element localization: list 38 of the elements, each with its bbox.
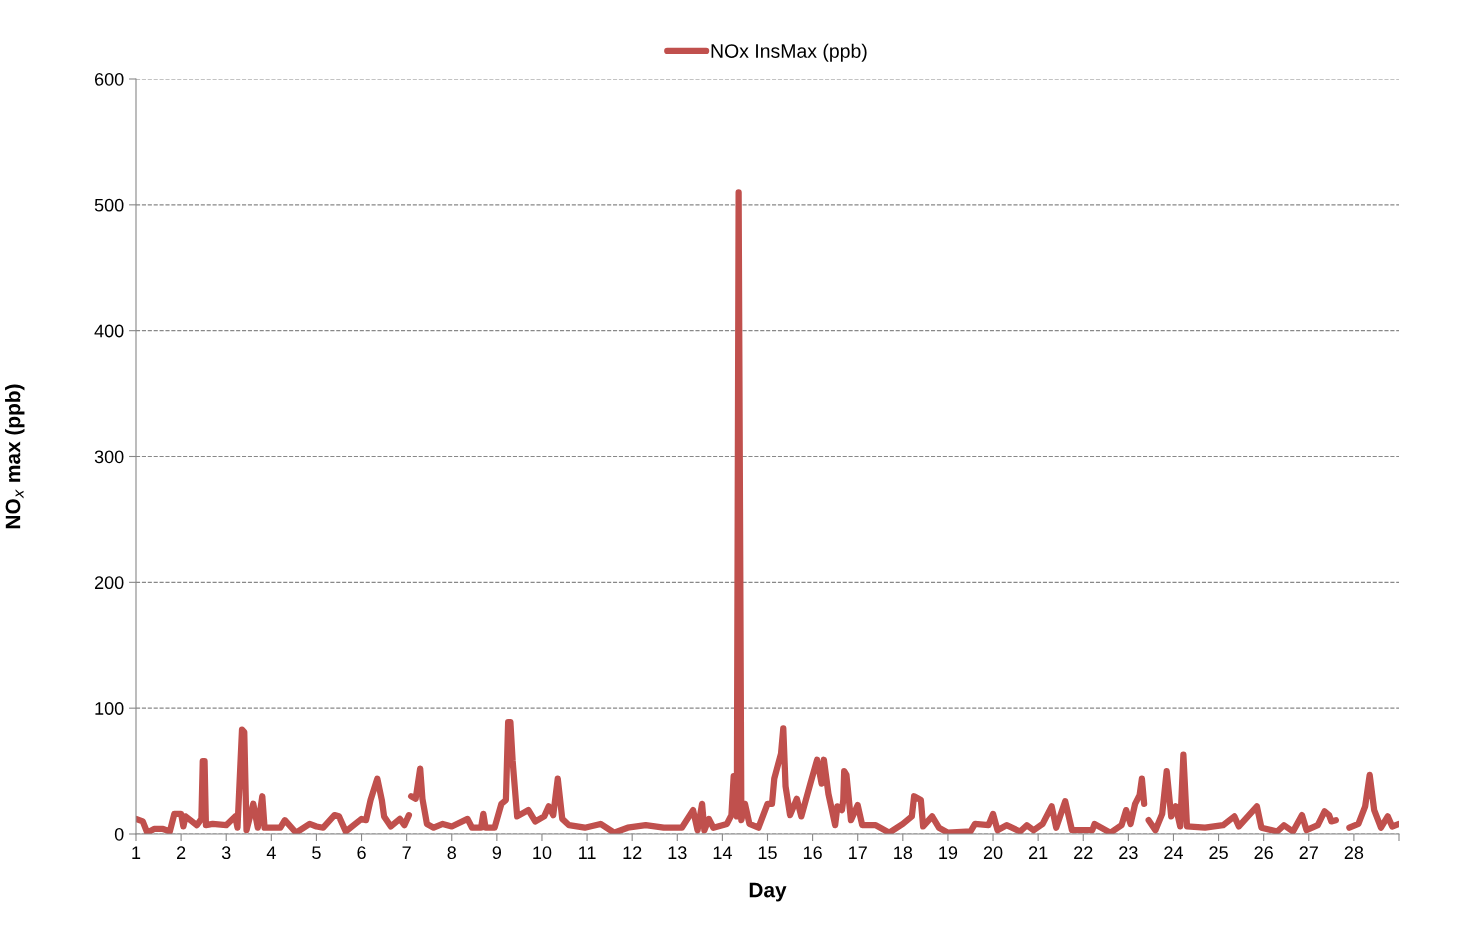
x-tick-label: 9 [492,846,502,860]
x-tick-label: 27 [1299,846,1318,859]
x-tick-label: 19 [939,846,958,860]
y-tick-label: 100 [95,702,124,715]
x-tick-label: 23 [1119,846,1138,860]
x-tick-label: 24 [1164,846,1183,859]
x-tick-label: 25 [1209,846,1228,860]
legend-label: NOx InsMax (ppb) [711,43,867,62]
x-tick-label: 20 [983,846,1003,860]
x-tick-label: 26 [1254,846,1273,860]
x-tick-label: 21 [1029,846,1048,859]
x-tick-label: 4 [266,846,276,859]
x-tick-label: 14 [713,846,732,859]
x-tick-label: 8 [447,846,456,860]
x-tick-label: 1 [132,846,141,859]
x-tick-label: 3 [221,846,231,860]
y-axis-title: NO$_{x}$ max (ppb) [5,384,25,529]
y-tick-label: 600 [94,72,124,86]
x-tick-label: 7 [402,846,411,859]
x-tick-label: 22 [1074,846,1093,859]
x-tick-label: 5 [312,846,321,860]
x-tick-label: 6 [357,846,366,860]
y-tick-label: 0 [114,827,124,841]
x-tick-label: 12 [623,846,642,859]
x-tick-label: 16 [803,846,822,860]
x-tick-label: 28 [1344,846,1364,860]
y-tick-label: 200 [94,576,124,590]
x-tick-label: 13 [668,846,687,860]
x-tick-label: 15 [758,846,777,860]
y-tick-label: 300 [94,450,124,464]
y-tick-label: 500 [94,198,124,212]
x-axis-title: Day [749,882,787,902]
x-tick-label: 10 [533,846,552,860]
x-tick-label: 2 [177,846,186,859]
x-tick-label: 18 [894,846,913,860]
x-tick-label: 17 [849,846,867,859]
y-tick-label: 400 [94,324,124,338]
x-tick-label: 11 [579,846,596,859]
